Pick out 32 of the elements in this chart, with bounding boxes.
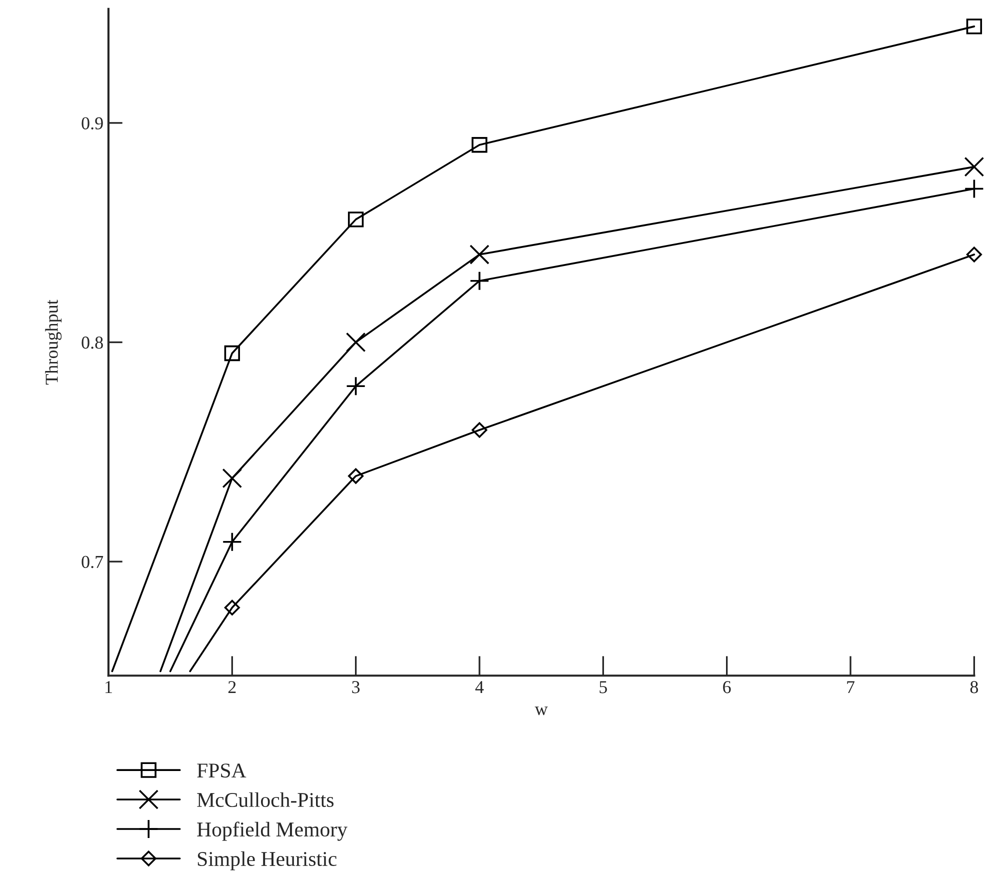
x-tick-label: 2: [228, 681, 236, 694]
point: [966, 246, 982, 262]
point: [224, 345, 240, 362]
x-tick-label: 5: [600, 681, 607, 694]
x-tick-label: 8: [970, 681, 978, 694]
legend-label: Simple Heuristic: [198, 851, 336, 870]
y-tick-label: 0.7: [82, 556, 104, 568]
x-tick-label: 3: [352, 681, 360, 694]
point: [472, 422, 488, 438]
point: [472, 137, 488, 153]
x-tick-label: 1: [106, 681, 112, 694]
x-axis-title: w: [534, 706, 548, 716]
point: [964, 156, 984, 177]
point: [222, 532, 242, 552]
y-axis-title: Throughput: [45, 300, 62, 385]
legend-label: Hopfield Memory: [197, 822, 348, 841]
legend-label: FPSA: [197, 764, 246, 778]
point: [470, 244, 490, 264]
x-tick-label: 4: [475, 681, 484, 694]
point: [222, 468, 242, 488]
point: [966, 18, 982, 34]
y-tick-label: 0.8: [82, 336, 103, 349]
point: [346, 376, 366, 396]
point: [348, 212, 364, 228]
point: [346, 332, 366, 352]
point: [964, 178, 984, 199]
x-tick-label: 7: [847, 681, 854, 694]
point: [224, 600, 240, 616]
y-tick-label: 0.9: [82, 117, 103, 130]
x-tick-label: 6: [723, 681, 731, 694]
point: [348, 468, 364, 484]
legend-label: McCulloch-Pitts: [197, 792, 334, 807]
